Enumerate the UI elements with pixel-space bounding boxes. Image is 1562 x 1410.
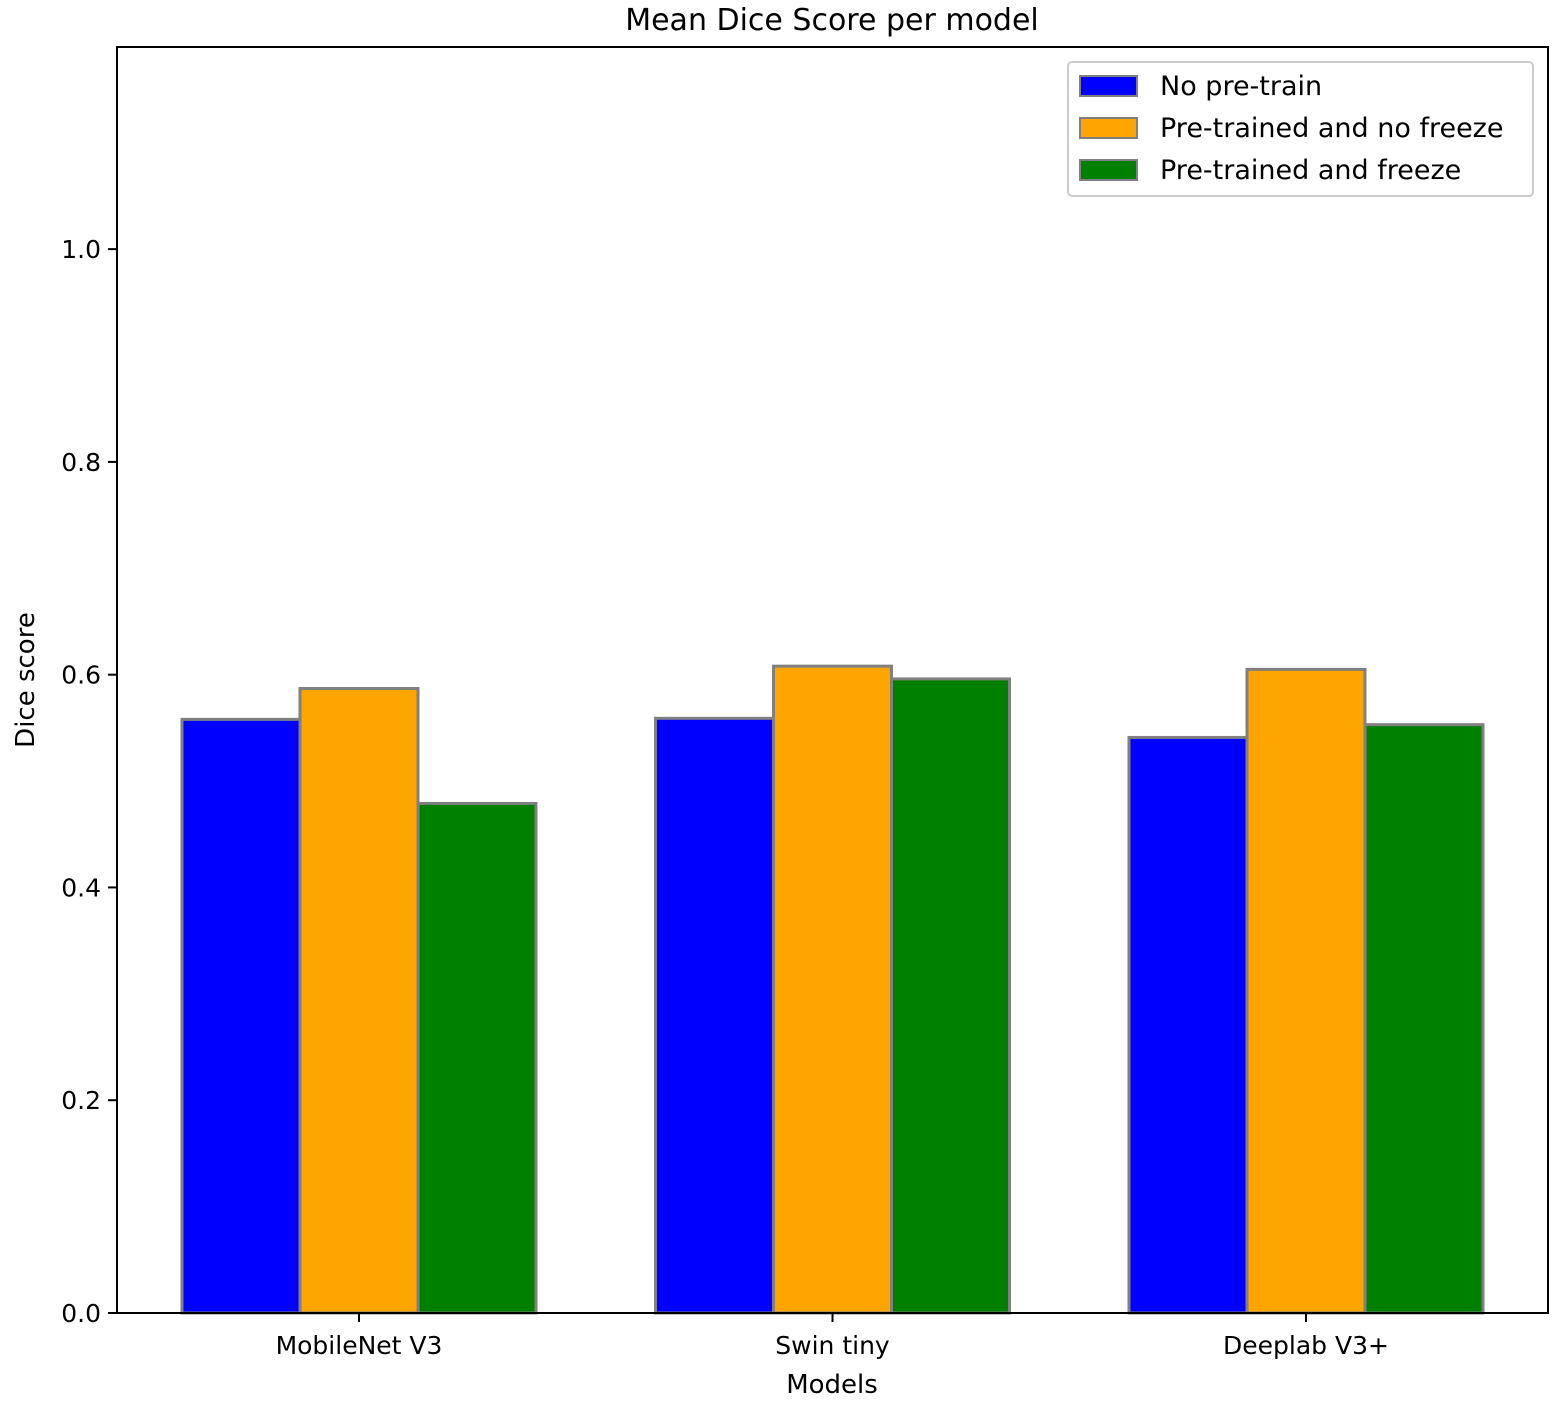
bars-group <box>180 664 1485 1315</box>
y-tick-label: 0.8 <box>61 448 101 477</box>
legend-swatch-3 <box>1079 159 1138 181</box>
x-tick-label: Swin tiny <box>775 1331 890 1360</box>
y-tick-label: 0.0 <box>61 1299 101 1328</box>
bar-mobilenet-v3-series-2 <box>298 687 420 1315</box>
bar-swin-tiny-series-2 <box>772 664 893 1315</box>
y-axis-label: Dice score <box>11 612 41 748</box>
bar-swin-tiny-series-1 <box>654 716 775 1315</box>
bar-deeplab-v3--series-3 <box>1363 723 1485 1315</box>
bar-deeplab-v3--series-1 <box>1127 735 1249 1315</box>
legend-swatch-2 <box>1079 117 1138 139</box>
legend-swatch-1 <box>1079 75 1138 97</box>
bar-mobilenet-v3-series-1 <box>180 717 302 1315</box>
legend-label-1: No pre-train <box>1160 71 1322 102</box>
y-tick-label: 1.0 <box>61 235 101 264</box>
y-tick-label: 0.6 <box>61 661 101 690</box>
legend-label-3: Pre-trained and freeze <box>1160 155 1461 186</box>
legend-label-2: Pre-trained and no freeze <box>1160 113 1503 144</box>
x-axis: MobileNet V3 Swin tiny Deeplab V3+ <box>276 1313 1389 1360</box>
y-tick-label: 0.4 <box>61 873 101 902</box>
y-tick-label: 0.2 <box>61 1086 101 1115</box>
bar-swin-tiny-series-3 <box>890 677 1011 1315</box>
x-axis-label: Models <box>786 1370 878 1400</box>
legend-frame <box>1067 61 1534 197</box>
x-tick-label: Deeplab V3+ <box>1223 1331 1389 1360</box>
bar-mobilenet-v3-series-3 <box>416 801 538 1315</box>
bar-deeplab-v3--series-2 <box>1245 667 1367 1315</box>
legend: No pre-train Pre-trained and no freeze Pre… <box>1067 61 1534 197</box>
x-tick-label: MobileNet V3 <box>276 1331 443 1360</box>
y-axis: 0.0 0.2 0.4 0.6 0.8 1.0 <box>61 235 117 1328</box>
chart-title: Mean Dice Score per model <box>625 3 1039 38</box>
